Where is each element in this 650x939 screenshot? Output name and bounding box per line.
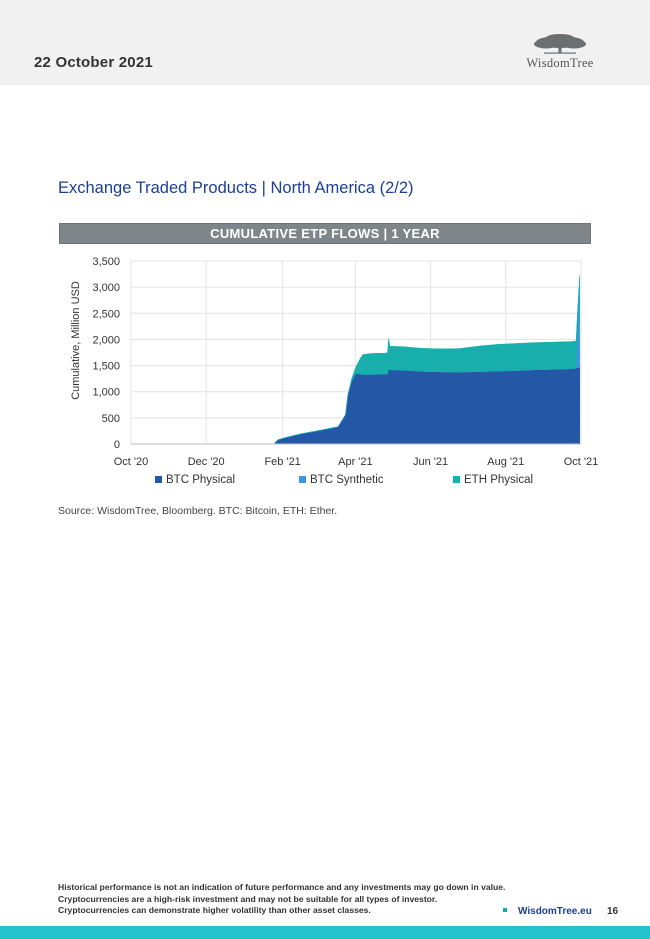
y-tick-label: 0 [114,439,120,451]
x-tick-label: Oct '20 [114,456,149,468]
axis-layer: 0 500 1,000 1,500 2,000 2,500 3,000 3,500 Oct '2… [70,256,598,468]
y-tick-label: 3,000 [92,282,120,294]
footer-site-label: WisdomTree.eu [518,906,592,917]
page-number: 16 [607,906,619,917]
legend-layer: BTC Physical BTC Synthetic ETH Physical [155,474,533,486]
logo-text: WisdomTree [526,56,594,70]
disclaimer-line: Historical performance is not an indicat… [58,882,506,892]
x-tick-label: Oct '21 [564,456,599,468]
y-tick-label: 500 [102,413,120,425]
disclaimer: Historical performance is not an indicat… [58,882,506,917]
source-note: Source: WisdomTree, Bloomberg. BTC: Bitc… [58,505,338,517]
disclaimer-line: Cryptocurrencies can demonstrate higher … [58,905,371,915]
y-tick-label: 3,500 [92,256,120,268]
disclaimer-line: Cryptocurrencies are a high-risk investm… [58,893,438,904]
footer-accent-bar [0,926,650,939]
legend-label: ETH Physical [464,474,533,486]
wisdomtree-logo[interactable]: WisdomTree [510,34,610,74]
x-tick-label: Jun '21 [413,456,448,468]
chart-title: CUMULATIVE ETP FLOWS | 1 YEAR [59,223,591,244]
y-tick-label: 2,000 [92,334,120,346]
y-tick-label: 2,500 [92,308,120,320]
cumulative-flows-chart: 0 500 1,000 1,500 2,000 2,500 3,000 3,500 Oct '2… [70,256,598,486]
area-eth-physical [131,275,581,445]
legend-swatch [299,476,306,483]
y-axis-title: Cumulative, Million USD [70,281,82,400]
section-title: Exchange Traded Products | North America… [58,179,414,197]
legend-label: BTC Physical [166,474,235,486]
legend-label: BTC Synthetic [310,474,384,486]
area-btc-physical [131,366,581,445]
y-tick-label: 1,000 [92,387,120,399]
legend-swatch [453,476,460,483]
footer-site-link[interactable]: WisdomTree.eu [503,906,592,917]
legend-swatch [155,476,162,483]
x-tick-label: Feb '21 [264,456,300,468]
tree-icon [534,34,586,54]
x-tick-label: Apr '21 [338,456,373,468]
bullet-icon [503,908,507,913]
y-tick-label: 1,500 [92,361,120,373]
x-tick-label: Dec '20 [188,456,225,468]
x-tick-label: Aug '21 [487,456,524,468]
report-date: 22 October 2021 [34,54,153,71]
